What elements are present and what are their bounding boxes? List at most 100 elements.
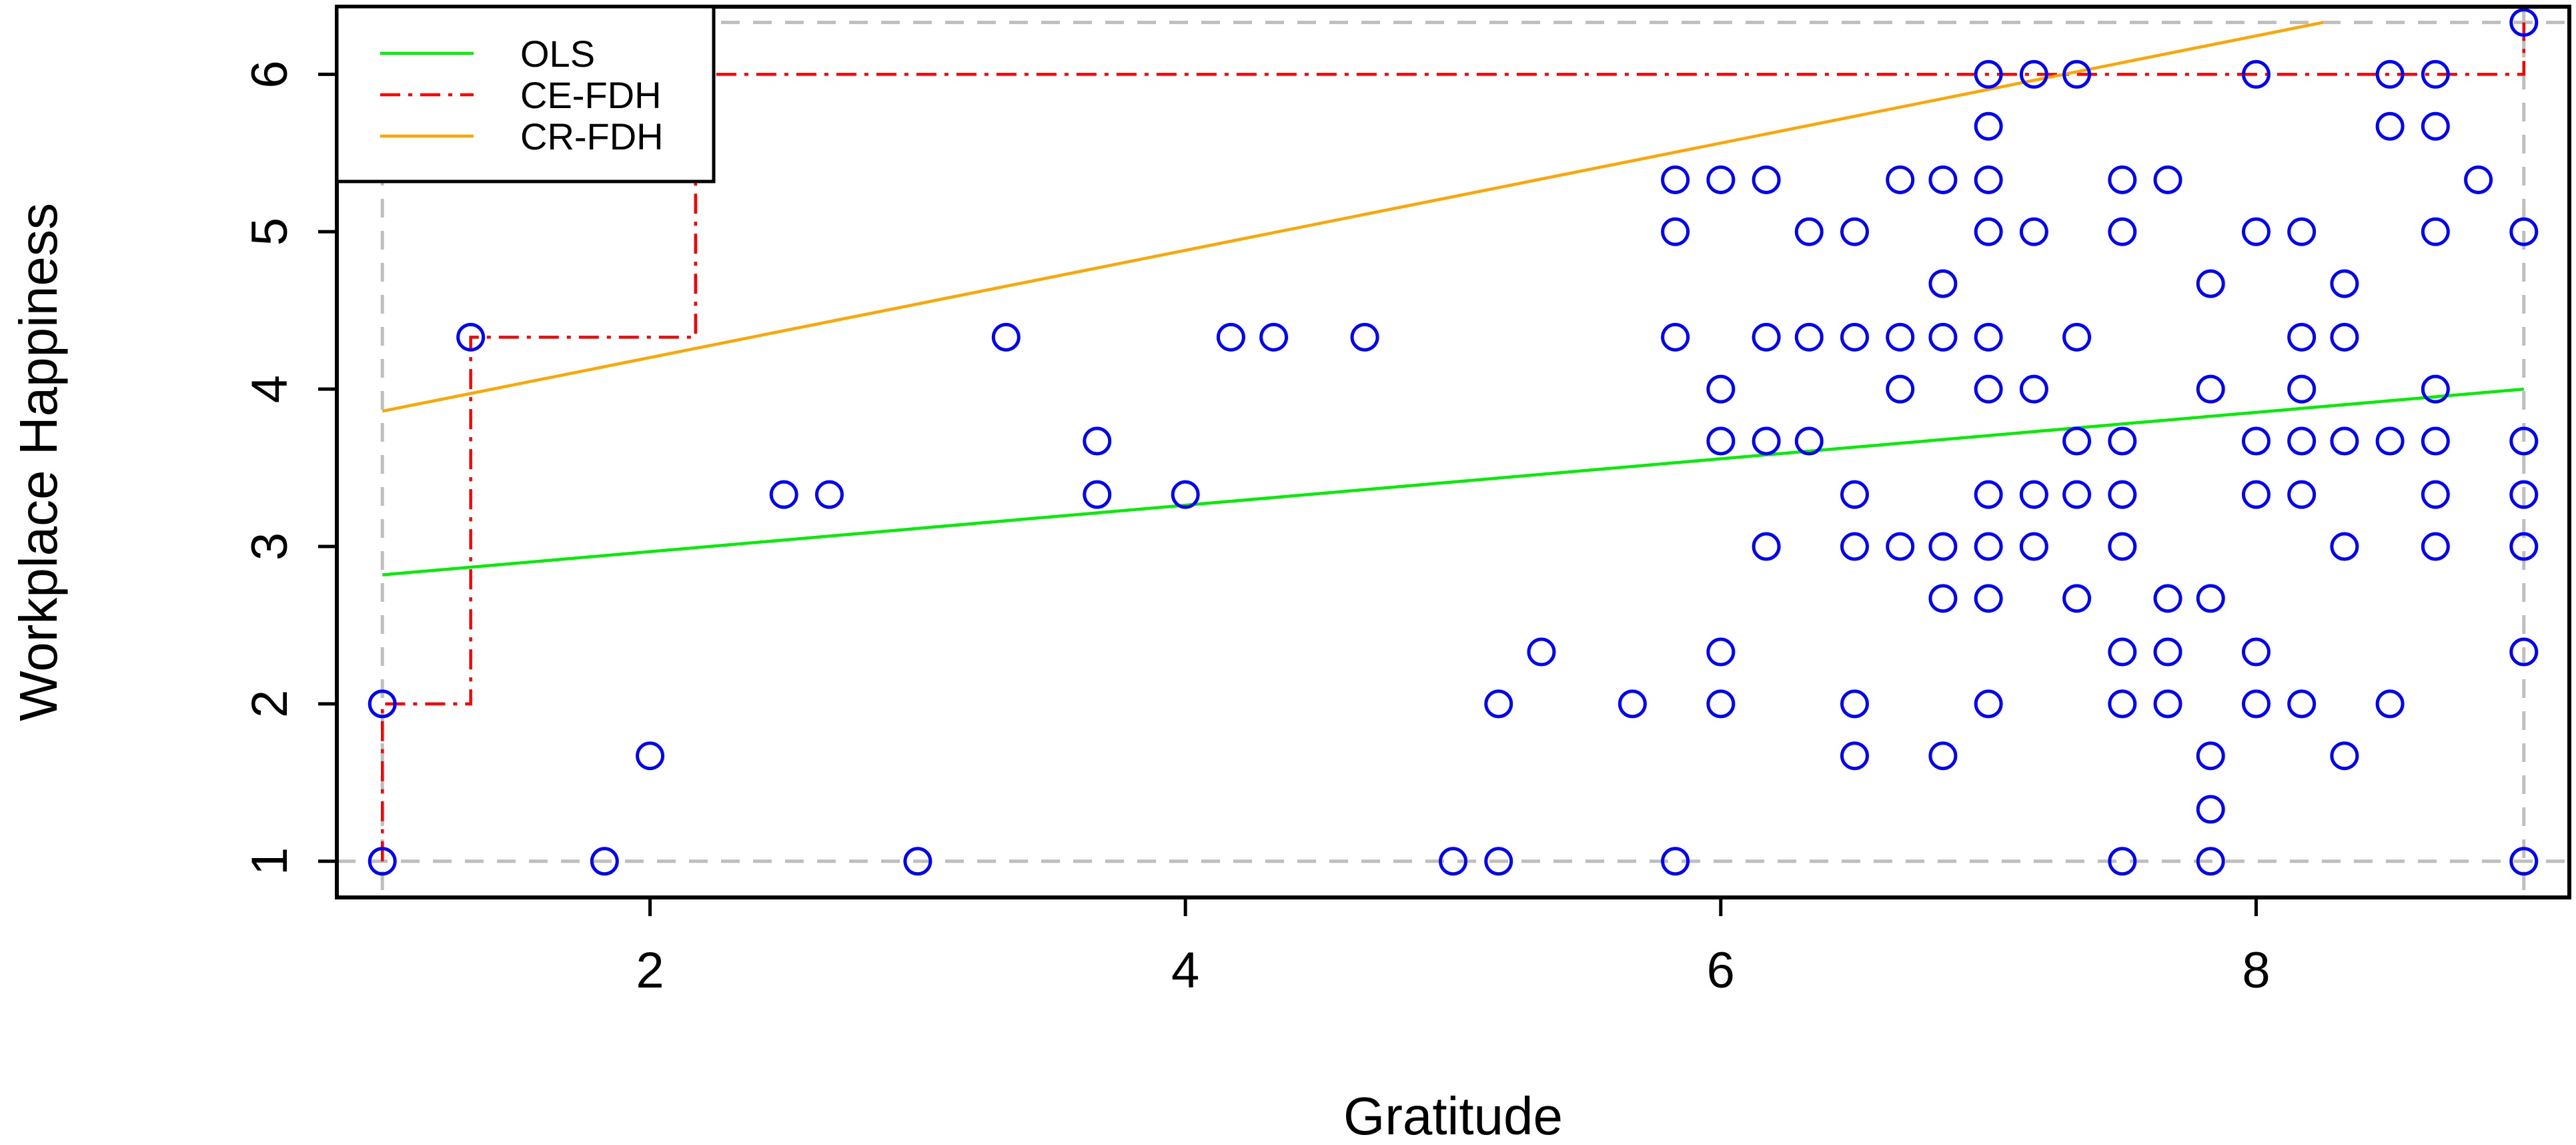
data-point (2287, 426, 2317, 456)
data-point (2108, 689, 2137, 719)
data-point (1974, 480, 2003, 509)
x-tick-label: 6 (1707, 942, 1735, 999)
series-line-ols (382, 387, 2524, 577)
data-point (1974, 165, 2003, 194)
data-point (2241, 480, 2271, 509)
data-point (991, 322, 1021, 352)
x-tick-label: 2 (636, 942, 664, 999)
data-point (2287, 480, 2317, 509)
data-point (1171, 480, 1200, 509)
data-point (1928, 269, 1958, 298)
data-point (2062, 426, 2092, 456)
data-point (2153, 584, 2182, 613)
data-point (2019, 217, 2048, 246)
y-tick-label: 5 (241, 218, 298, 246)
data-point (2421, 480, 2450, 509)
data-point (2108, 165, 2137, 194)
data-point (1752, 322, 1781, 352)
data-point (2509, 8, 2539, 37)
data-point (2196, 584, 2225, 613)
y-axis-title: Workplace Happiness (9, 203, 68, 721)
data-point (2062, 584, 2092, 613)
data-point (2241, 689, 2271, 719)
data-point (2019, 59, 2048, 89)
data-point (2509, 637, 2539, 667)
x-axis-title: Gratitude (1343, 1086, 1563, 1145)
data-point (1928, 584, 1958, 613)
data-point (2019, 374, 2048, 404)
data-point (1886, 322, 1915, 352)
data-point (1974, 584, 2003, 613)
data-point (1794, 322, 1824, 352)
data-point (2509, 847, 2539, 876)
data-point (1083, 426, 1112, 456)
data-point (2509, 426, 2539, 456)
data-point (903, 847, 932, 876)
data-point (1661, 217, 1690, 246)
data-point (1752, 532, 1781, 561)
data-point (2241, 217, 2271, 246)
data-point (368, 689, 397, 719)
fit-lines (380, 21, 2526, 861)
x-axis: 2 4 6 8 (636, 897, 2271, 999)
data-point (2241, 637, 2271, 667)
data-point (2464, 165, 2493, 194)
y-axis: 1 2 3 4 5 6 (241, 60, 337, 875)
data-point (2330, 532, 2359, 561)
data-point (2108, 532, 2137, 561)
data-point (2108, 637, 2137, 667)
data-point (1974, 322, 2003, 352)
data-point (2287, 689, 2317, 719)
x-tick-label: 4 (1171, 942, 1199, 999)
data-point (2375, 59, 2405, 89)
data-points (368, 8, 2539, 876)
data-point (2330, 322, 2359, 352)
data-point (2509, 217, 2539, 246)
data-point (2375, 426, 2405, 456)
data-point (2196, 269, 2225, 298)
data-point (1527, 637, 1556, 667)
data-point (1350, 322, 1379, 352)
data-point (1928, 322, 1958, 352)
data-point (2421, 59, 2450, 89)
data-point (1752, 165, 1781, 194)
data-point (1840, 741, 1869, 771)
data-point (814, 480, 844, 509)
legend-label: CR-FDH (520, 115, 664, 157)
y-tick-label: 2 (241, 690, 298, 718)
data-point (1706, 637, 1736, 667)
data-point (2062, 59, 2092, 89)
data-point (1840, 689, 1869, 719)
series-line-ce-fdh (380, 22, 2526, 861)
data-point (2509, 532, 2539, 561)
data-point (2421, 217, 2450, 246)
data-point (456, 322, 486, 352)
data-point (1886, 374, 1915, 404)
data-point (1974, 59, 2003, 89)
data-point (2421, 111, 2450, 141)
y-tick-label: 6 (241, 60, 298, 88)
data-point (2287, 374, 2317, 404)
data-point (1794, 217, 1824, 246)
data-point (2196, 374, 2225, 404)
series-line-cr-fdh (382, 21, 2324, 413)
data-point (2241, 59, 2271, 89)
data-point (1216, 322, 1245, 352)
data-point (2421, 426, 2450, 456)
data-point (636, 741, 665, 771)
data-point (1752, 426, 1781, 456)
data-point (1661, 847, 1690, 876)
data-point (1928, 741, 1958, 771)
legend-label: OLS (520, 33, 595, 75)
data-point (2108, 426, 2137, 456)
data-point (2062, 322, 2092, 352)
data-point (1974, 374, 2003, 404)
data-point (2509, 480, 2539, 509)
data-point (769, 480, 798, 509)
data-point (2153, 689, 2182, 719)
data-point (2241, 426, 2271, 456)
x-tick-label: 8 (2242, 942, 2270, 999)
data-point (1974, 217, 2003, 246)
data-point (1974, 689, 2003, 719)
